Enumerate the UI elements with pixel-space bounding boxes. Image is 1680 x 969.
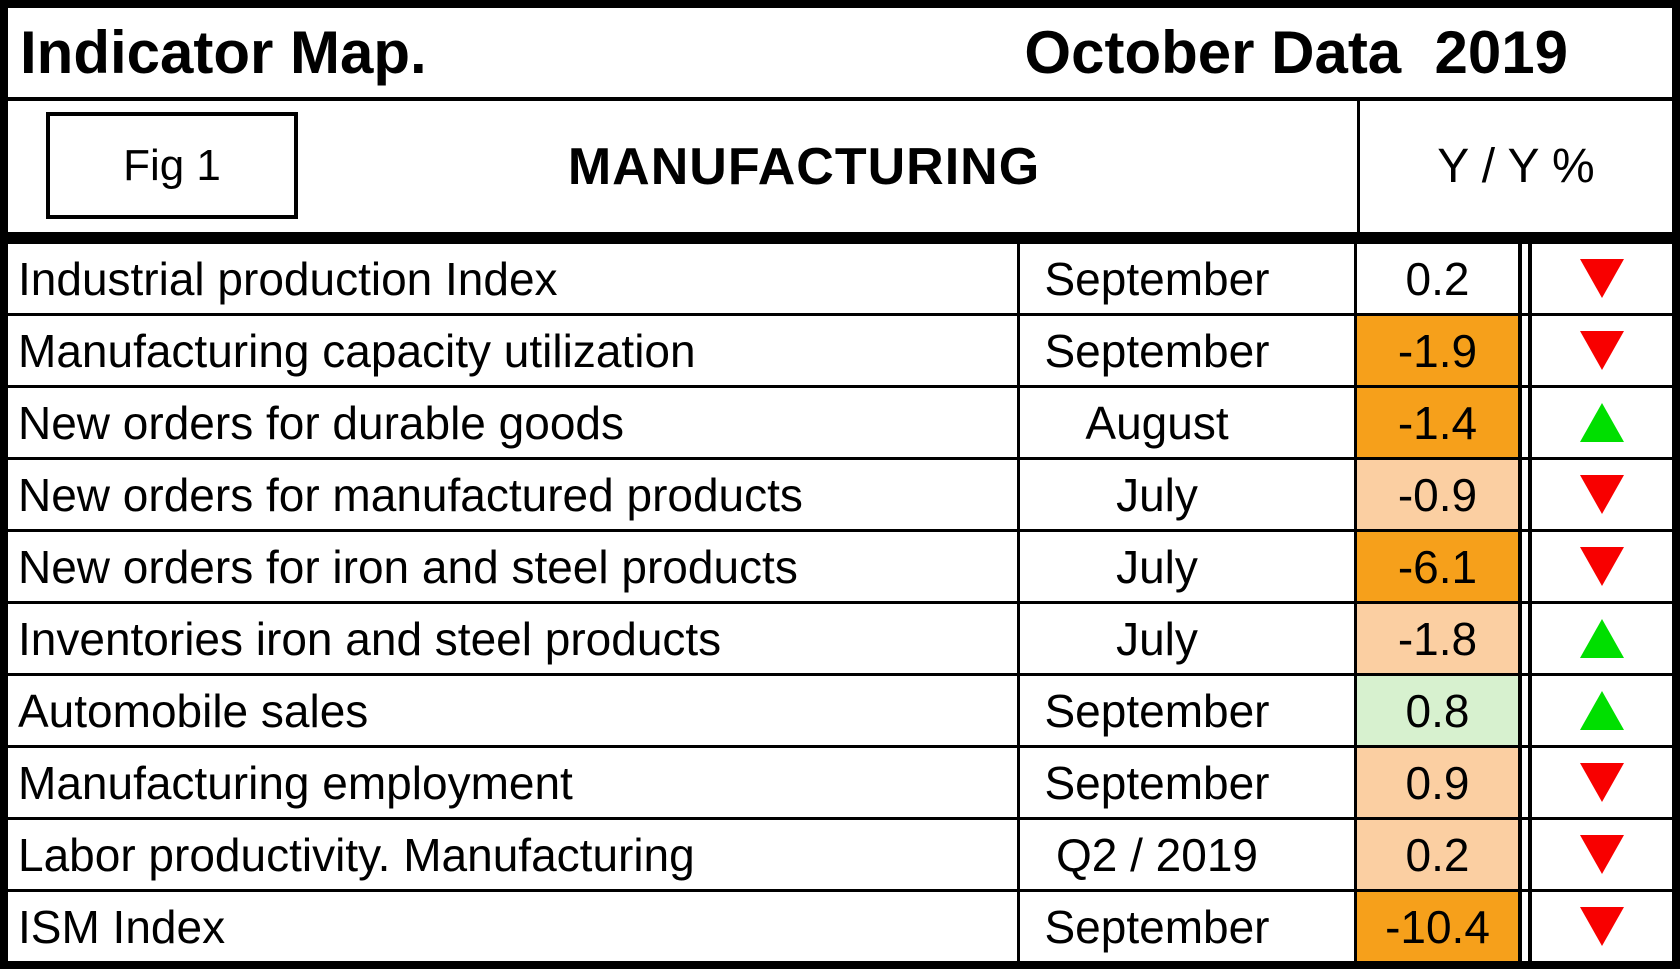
column-divider [1518,388,1532,457]
yoy-column-header: Y / Y % [1357,101,1672,232]
value-cell: -10.4 [1357,892,1518,961]
value-cell: 0.2 [1357,820,1518,889]
direction-cell [1532,244,1672,313]
column-divider [1518,820,1532,889]
indicator-label: New orders for durable goods [8,388,1020,457]
direction-cell [1532,892,1672,961]
arrow-down-icon [1580,835,1624,874]
column-divider [1518,244,1532,313]
table-row: Industrial production Index September 0.… [8,244,1672,313]
report-period-title: October Data 2019 [1024,19,1568,86]
direction-cell [1532,820,1672,889]
column-divider [1518,604,1532,673]
arrow-down-icon [1580,763,1624,802]
value-cell: 0.2 [1357,244,1518,313]
table-row: Automobile sales September 0.8 [8,673,1672,745]
column-divider [1518,748,1532,817]
indicator-label: ISM Index [8,892,1020,961]
arrow-down-icon [1580,331,1624,370]
period-label: August [1020,388,1357,457]
table-row: Manufacturing employment September 0.9 [8,745,1672,817]
table-row: Labor productivity. Manufacturing Q2 / 2… [8,817,1672,889]
table-row: Inventories iron and steel products July… [8,601,1672,673]
figure-label-box: Fig 1 [46,112,298,219]
page-title: Indicator Map. [20,19,427,86]
table-row: ISM Index September -10.4 [8,889,1672,961]
value-cell: 0.8 [1357,676,1518,745]
indicator-label: Industrial production Index [8,244,1020,313]
arrow-up-icon [1580,691,1624,730]
arrow-up-icon [1580,403,1624,442]
indicator-label: Automobile sales [8,676,1020,745]
direction-cell [1532,676,1672,745]
column-divider [1518,316,1532,385]
value-cell: -1.9 [1357,316,1518,385]
indicator-label: New orders for manufactured products [8,460,1020,529]
period-label: July [1020,460,1357,529]
column-divider [1518,892,1532,961]
section-title: MANUFACTURING [567,137,1041,196]
table-row: New orders for iron and steel products J… [8,529,1672,601]
value-cell: 0.9 [1357,748,1518,817]
period-label: September [1020,892,1357,961]
direction-cell [1532,604,1672,673]
section-header-row: Fig 1 MANUFACTURING Y / Y % [8,101,1672,244]
table-row: Manufacturing capacity utilization Septe… [8,313,1672,385]
table-row: New orders for durable goods August -1.4 [8,385,1672,457]
figure-label: Fig 1 [123,140,221,190]
title-bar: Indicator Map. October Data 2019 [8,8,1672,101]
direction-cell [1532,388,1672,457]
direction-cell [1532,532,1672,601]
table-body: Industrial production Index September 0.… [8,244,1672,961]
period-label: September [1020,676,1357,745]
column-divider [1518,532,1532,601]
table-row: New orders for manufactured products Jul… [8,457,1672,529]
period-label: July [1020,604,1357,673]
arrow-up-icon [1580,619,1624,658]
arrow-down-icon [1580,907,1624,946]
arrow-down-icon [1580,475,1624,514]
direction-cell [1532,460,1672,529]
indicator-label: New orders for iron and steel products [8,532,1020,601]
value-cell: -1.4 [1357,388,1518,457]
period-label: September [1020,316,1357,385]
direction-cell [1532,316,1672,385]
period-label: September [1020,244,1357,313]
period-label: Q2 / 2019 [1020,820,1357,889]
column-divider [1518,460,1532,529]
period-label: July [1020,532,1357,601]
value-cell: -6.1 [1357,532,1518,601]
indicator-label: Inventories iron and steel products [8,604,1020,673]
column-divider [1518,676,1532,745]
indicator-label: Manufacturing employment [8,748,1020,817]
direction-cell [1532,748,1672,817]
value-cell: -1.8 [1357,604,1518,673]
indicator-label: Manufacturing capacity utilization [8,316,1020,385]
indicator-label: Labor productivity. Manufacturing [8,820,1020,889]
arrow-down-icon [1580,259,1624,298]
value-cell: -0.9 [1357,460,1518,529]
period-label: September [1020,748,1357,817]
arrow-down-icon [1580,547,1624,586]
